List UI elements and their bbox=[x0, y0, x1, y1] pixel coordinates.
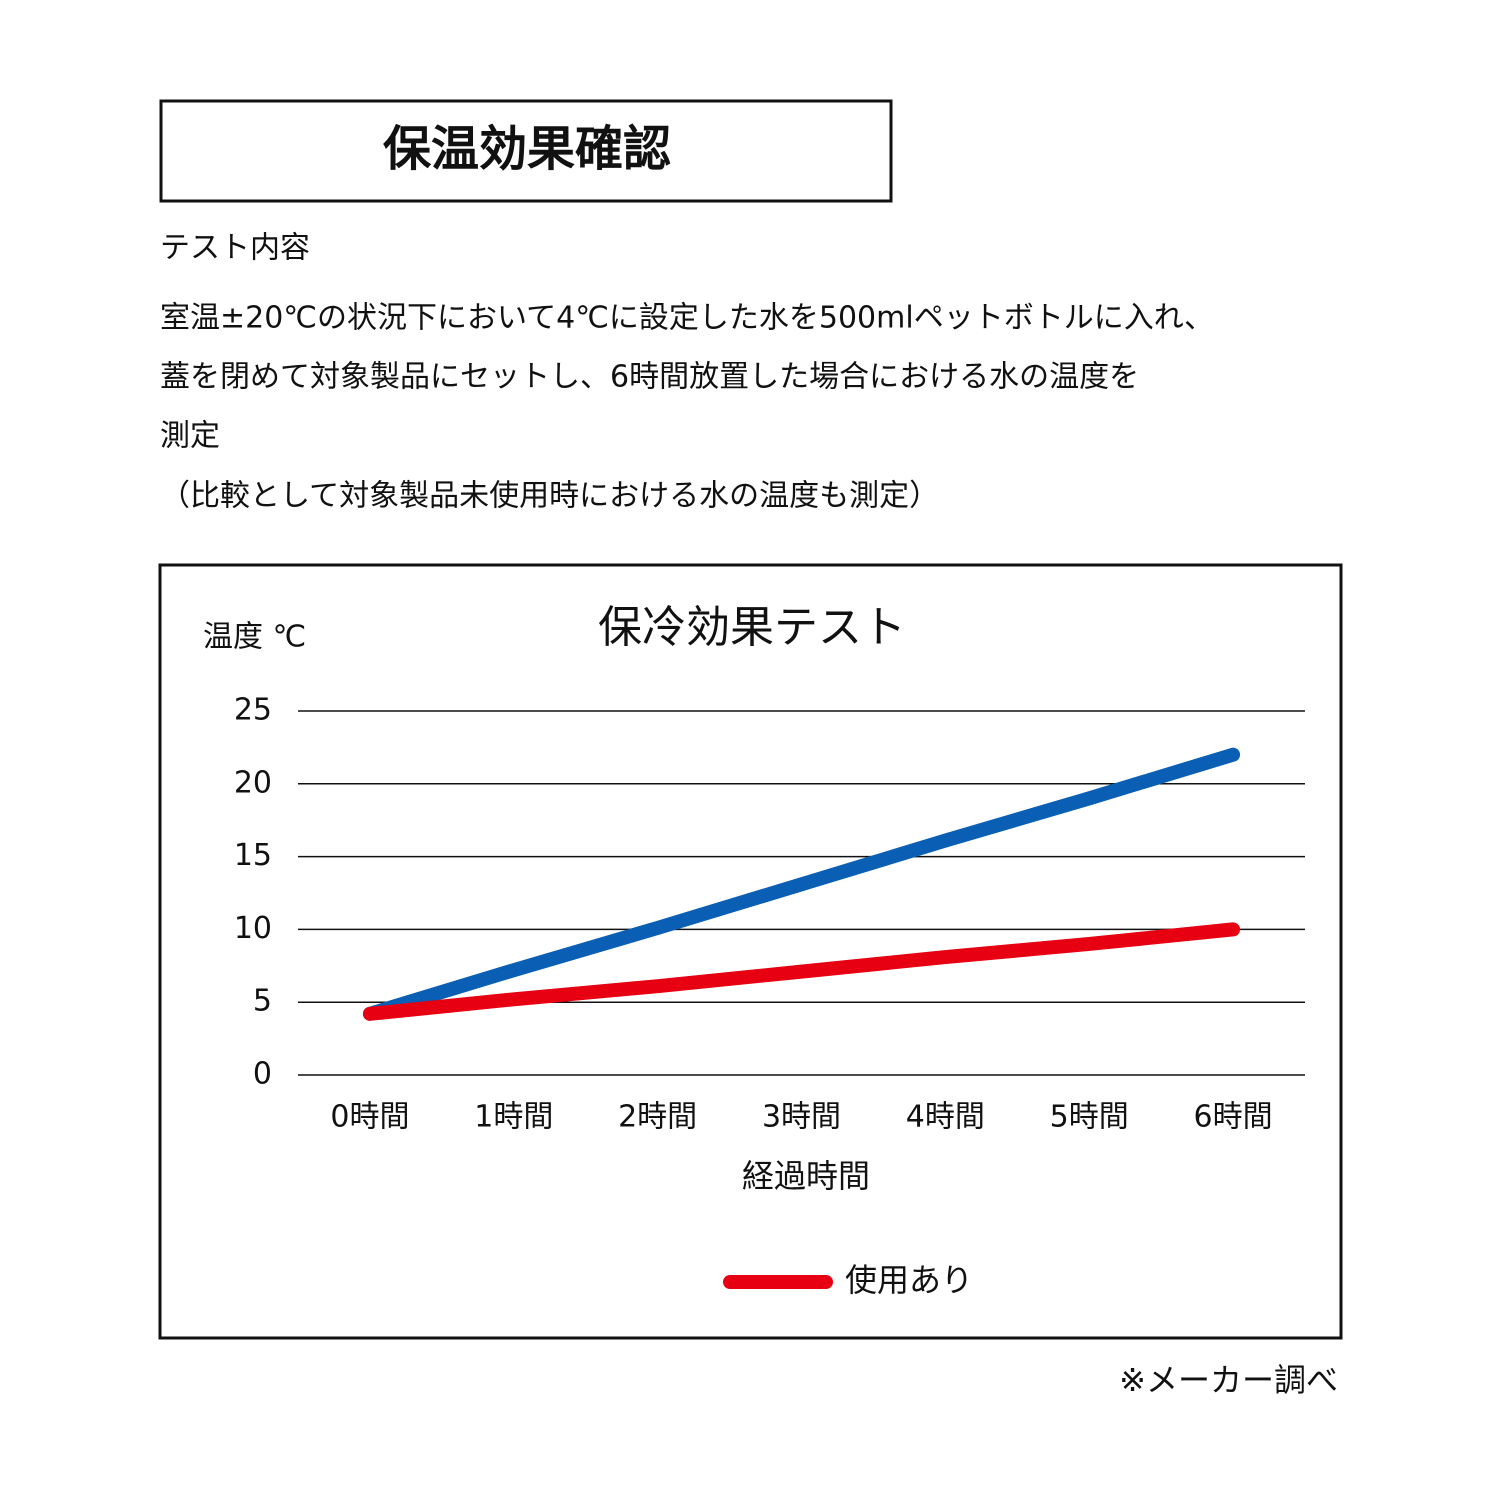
legend-label: 使用あり bbox=[845, 1261, 973, 1299]
y-tick-label: 20 bbox=[234, 765, 272, 800]
x-tick-label: 3時間 bbox=[762, 1100, 841, 1135]
title-box bbox=[159, 99, 893, 203]
footnote: ※メーカー調べ bbox=[1119, 1361, 1338, 1399]
description-heading: テスト内容 bbox=[160, 231, 310, 266]
y-tick-label: 0 bbox=[253, 1057, 272, 1092]
data-line bbox=[362, 747, 1241, 1021]
x-tick-label: 6時間 bbox=[1194, 1100, 1273, 1135]
y-tick-label: 5 bbox=[253, 984, 272, 1019]
x-tick-label: 4時間 bbox=[906, 1100, 985, 1135]
x-axis-label: 経過時間 bbox=[742, 1157, 870, 1195]
x-tick-label: 5時間 bbox=[1050, 1100, 1129, 1135]
x-tick-label: 1時間 bbox=[474, 1100, 553, 1135]
description-line: 蓋を閉めて対象製品にセットし、6時間放置した場合における水の温度を bbox=[160, 360, 1139, 395]
chart-title: 保冷効果テスト bbox=[598, 602, 906, 653]
y-tick-label: 15 bbox=[234, 838, 272, 873]
chart-frame bbox=[158, 563, 1343, 1340]
y-axis-label: 温度 ℃ bbox=[203, 620, 306, 655]
x-tick-label: 0時間 bbox=[330, 1100, 409, 1135]
x-tick-label: 2時間 bbox=[618, 1100, 697, 1135]
description-line: （比較として対象製品未使用時における水の温度も測定） bbox=[160, 479, 939, 514]
y-tick-label: 25 bbox=[234, 693, 272, 728]
data-line bbox=[362, 922, 1241, 1021]
page-title: 保温効果確認 bbox=[383, 121, 671, 177]
description-line: 室温±20℃の状況下において4℃に設定した水を500mlペットボトルに入れ、 bbox=[160, 301, 1214, 336]
y-tick-label: 10 bbox=[234, 911, 272, 946]
description-line: 測定 bbox=[160, 419, 220, 454]
